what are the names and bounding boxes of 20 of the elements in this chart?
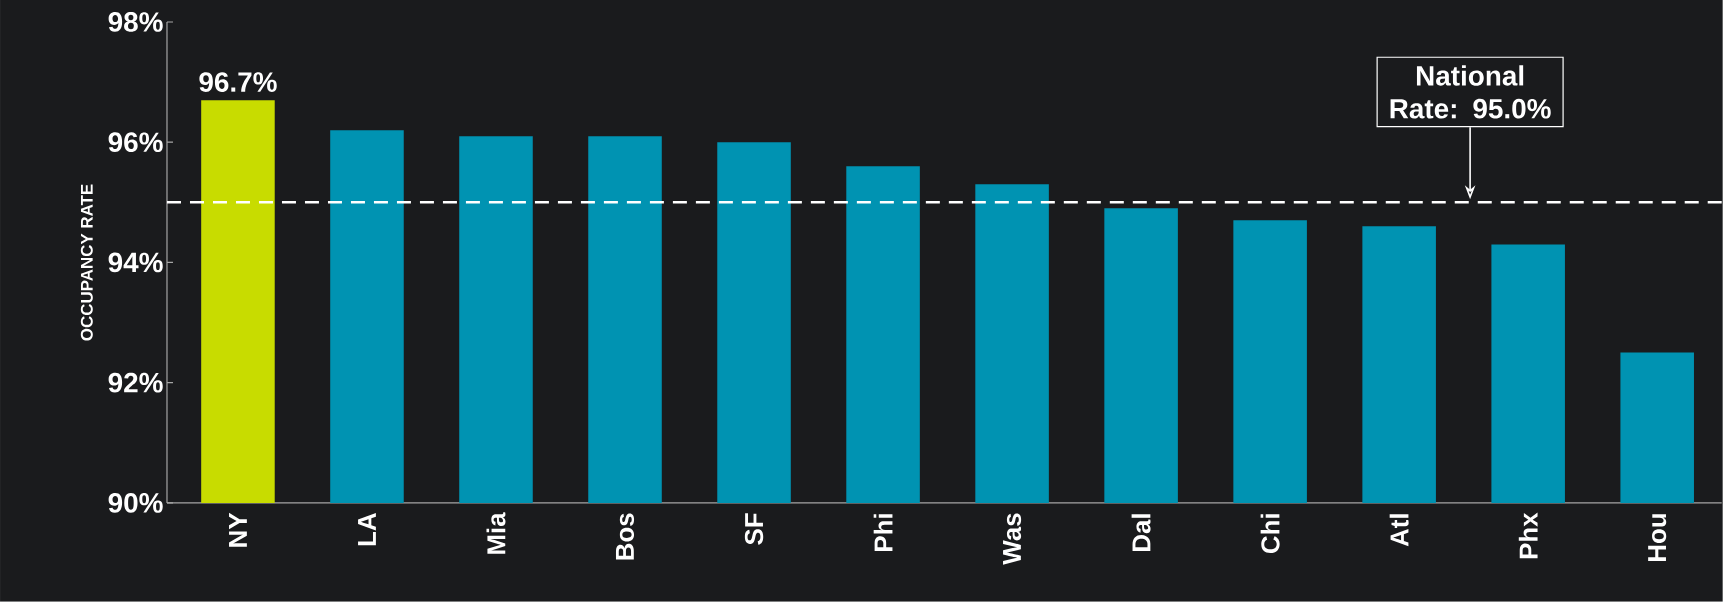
x-tick-label: Phi <box>873 514 893 552</box>
x-tick-label: SF <box>744 513 764 545</box>
y-tick-label: 94% <box>108 252 163 273</box>
x-tick-label: Mia <box>486 512 506 554</box>
x-tick-label: Atl <box>1389 514 1409 547</box>
ref-line-label: National Rate: 95.0% <box>1390 65 1551 119</box>
x-tick-label: NY <box>229 512 247 547</box>
x-tick-label: Bos <box>615 513 635 560</box>
x-tick-label: LA <box>358 513 376 546</box>
y-tick-label: 96% <box>108 132 163 153</box>
y-tick-label: 98% <box>108 12 163 32</box>
data-label: 96.7% <box>199 72 277 92</box>
y-tick-label: 92% <box>108 372 163 393</box>
y-axis-title: OCCUPANCY RATE <box>80 184 93 341</box>
y-tick-label: 90% <box>108 493 163 513</box>
x-tick-label: Hou <box>1648 514 1667 562</box>
x-tick-label: Was <box>1003 513 1022 565</box>
x-tick-label: Chi <box>1260 514 1280 554</box>
x-tick-label: Phx <box>1518 512 1538 559</box>
x-tick-label: Dal <box>1131 514 1151 552</box>
